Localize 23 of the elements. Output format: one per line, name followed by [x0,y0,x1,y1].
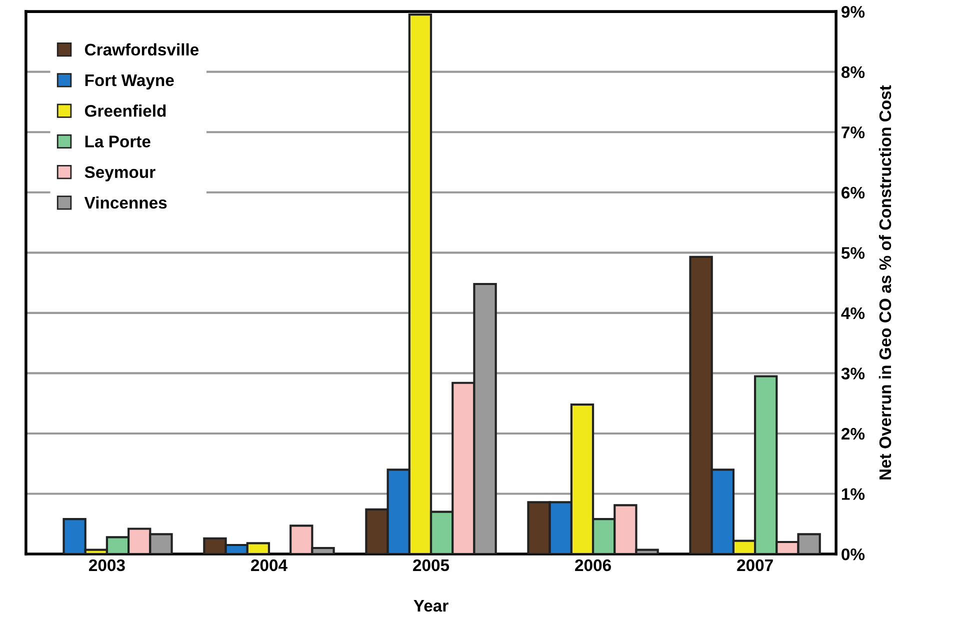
legend-label: Greenfield [84,104,166,117]
y-tick-label: 6% [842,186,865,199]
legend-label: Fort Wayne [85,74,174,90]
y-tick-label: 9% [842,6,865,18]
y-axis-title: Net Overrun in Geo CO as % of Construction Cost [878,85,892,480]
x-tick-label: 2007 [737,559,773,572]
x-axis-title: Year [414,600,448,612]
y-tick-label: 3% [841,368,865,380]
x-tick-label: 2003 [89,559,125,572]
x-tick-label: 2004 [251,559,288,572]
x-tick-label: 2006 [575,559,611,572]
y-tick-label: 2% [842,428,865,440]
legend-label: La Porte [85,136,150,148]
x-tick-label: 2005 [413,559,450,572]
y-tick-label: 1% [842,488,865,500]
legend-label: Crawfordsville [84,43,199,56]
y-tick-label: 7% [842,126,865,138]
y-tick-label: 8% [841,66,865,78]
legend-label: Seymour [84,166,156,182]
y-tick-label: 0% [842,548,865,560]
y-tick-label: 5% [841,247,865,259]
legend-label: Vincennes [84,196,167,209]
y-tick-label: 4% [841,307,865,320]
